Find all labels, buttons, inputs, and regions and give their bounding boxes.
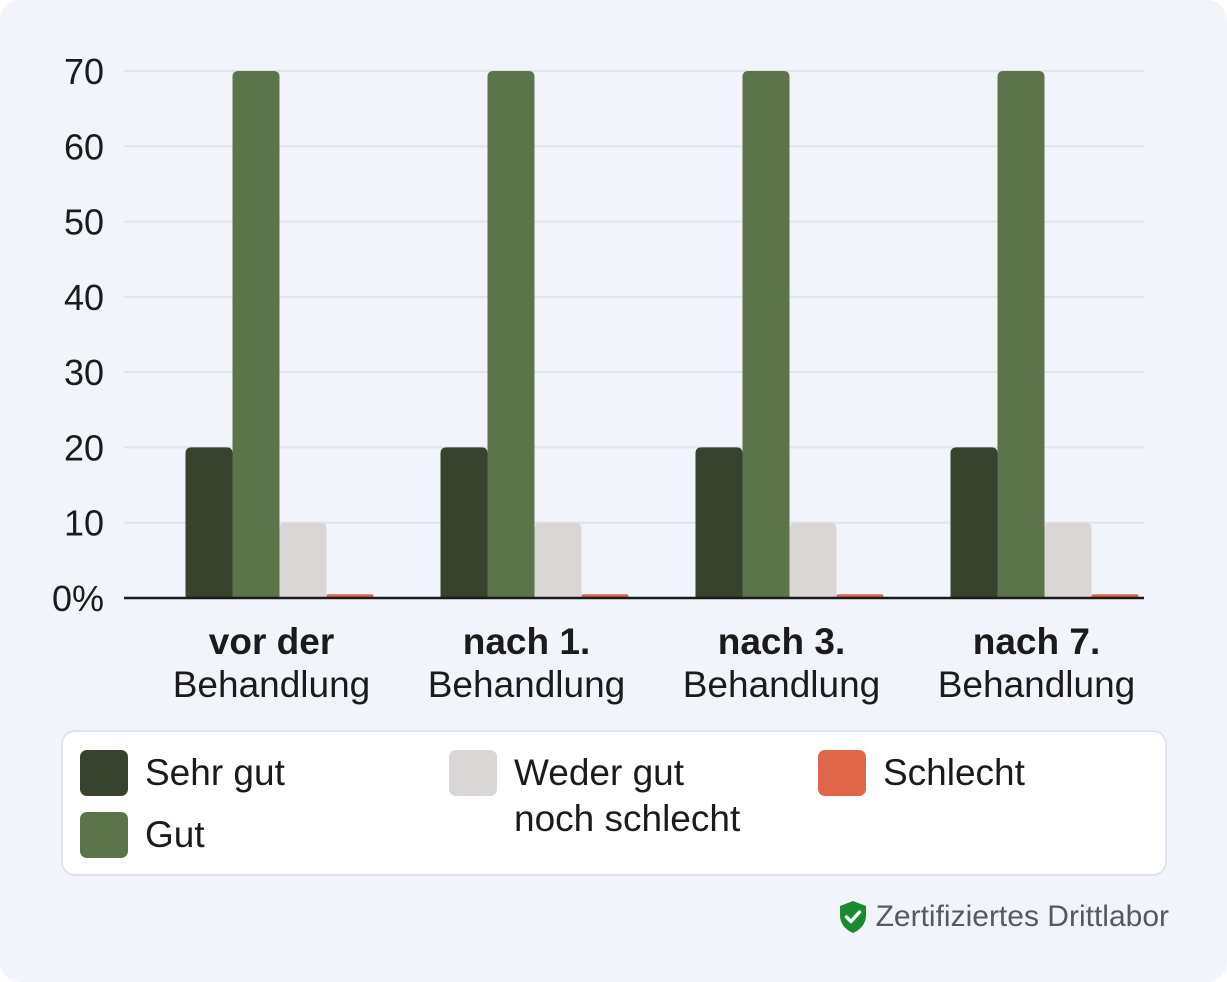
x-tick-label-bold: nach 1. <box>463 621 591 662</box>
y-tick-label: 20 <box>64 427 104 468</box>
legend-item-weder-gut-noch-schlecht: Weder gut noch schlecht <box>449 750 740 842</box>
bar-3-2 <box>1044 522 1092 598</box>
bar-0-1 <box>232 71 280 598</box>
legend-swatch-schlecht <box>818 750 866 796</box>
x-tick-label-bold: nach 7. <box>973 621 1101 662</box>
certification-badge: Zertifiziertes Drittlabor <box>838 900 1169 934</box>
y-tick-label: 10 <box>64 503 104 544</box>
legend-item-schlecht: Schlecht <box>818 750 1025 796</box>
bar-1-1 <box>487 71 535 598</box>
legend-item-sehr-gut: Sehr gut <box>80 750 285 796</box>
legend-label-weder: Weder gut noch schlecht <box>514 752 741 839</box>
chart-legend: Sehr gut Gut Weder gut noch schlecht Sch… <box>61 730 1167 876</box>
legend-item-gut: Gut <box>80 812 205 858</box>
bar-2-1 <box>742 71 790 598</box>
x-tick-label-bold: vor der <box>209 621 334 662</box>
bar-2-2 <box>789 522 837 598</box>
bar-0-0 <box>185 447 233 598</box>
x-tick-label: Behandlung <box>428 664 626 705</box>
bar-1-0 <box>440 447 488 598</box>
shield-check-icon <box>839 901 866 933</box>
badge-text: Zertifiziertes Drittlabor <box>875 900 1169 933</box>
bar-3-0 <box>950 447 998 598</box>
legend-label-gut: Gut <box>145 814 205 855</box>
legend-swatch-gut <box>80 812 128 858</box>
x-tick-label: Behandlung <box>173 664 371 705</box>
legend-swatch-sehr-gut <box>80 750 128 796</box>
bar-1-2 <box>534 522 582 598</box>
y-tick-label: 70 <box>64 51 104 92</box>
bar-3-1 <box>997 71 1045 598</box>
bar-0-2 <box>279 522 327 598</box>
bar-2-0 <box>695 447 743 598</box>
y-tick-label: 0% <box>52 578 104 619</box>
x-tick-label: Behandlung <box>683 664 881 705</box>
y-tick-label: 40 <box>64 277 104 318</box>
x-tick-label-bold: nach 3. <box>718 621 846 662</box>
legend-swatch-weder <box>449 750 497 796</box>
y-tick-label: 60 <box>64 126 104 167</box>
y-tick-label: 30 <box>64 352 104 393</box>
y-tick-label: 50 <box>64 202 104 243</box>
legend-label-sehr-gut: Sehr gut <box>145 752 285 793</box>
x-tick-label: Behandlung <box>938 664 1136 705</box>
legend-label-schlecht: Schlecht <box>883 752 1025 793</box>
